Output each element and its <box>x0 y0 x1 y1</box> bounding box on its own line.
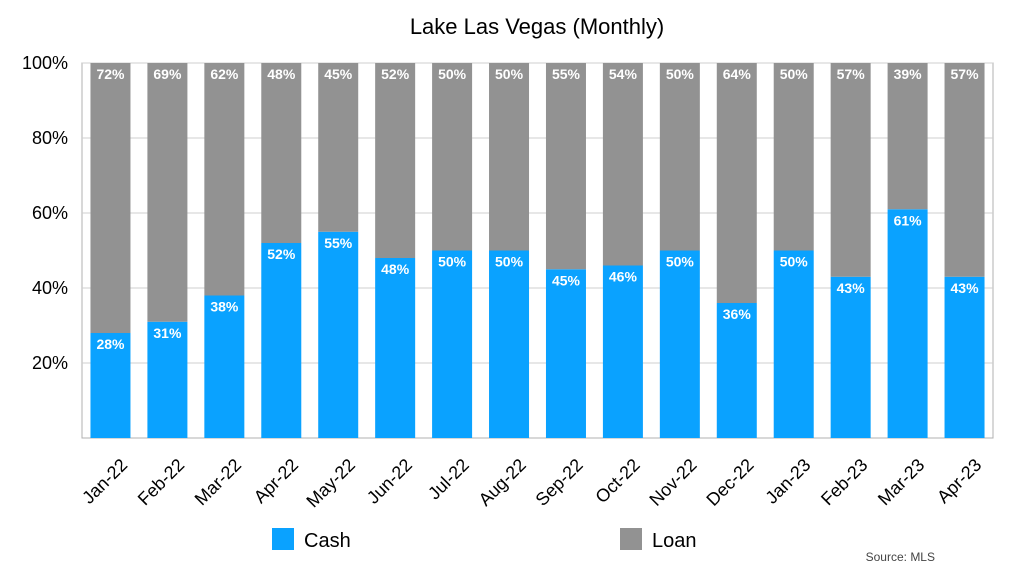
bar-value-label: 50% <box>666 254 695 270</box>
chart-title: Lake Las Vegas (Monthly) <box>410 14 664 39</box>
bar-value-label: 72% <box>96 66 125 82</box>
x-tick-label: Dec-22 <box>702 455 757 510</box>
bar-value-label: 52% <box>381 66 410 82</box>
x-tick-label: Jun-22 <box>363 455 416 508</box>
x-tick-label: Oct-22 <box>591 455 643 507</box>
x-tick-label: Apr-23 <box>933 455 985 507</box>
x-tick-label: Aug-22 <box>475 455 530 510</box>
bar-value-label: 48% <box>267 66 296 82</box>
bar-cash <box>545 269 586 438</box>
bar-cash <box>261 243 302 438</box>
bar-cash <box>830 276 871 438</box>
bar-loan <box>830 63 871 277</box>
y-tick-label: 60% <box>32 203 68 223</box>
bar-value-label: 43% <box>951 280 980 296</box>
bar-loan <box>545 63 586 270</box>
bar-value-label: 69% <box>153 66 182 82</box>
y-tick-label: 100% <box>22 53 68 73</box>
x-tick-label: Jan-23 <box>761 455 814 508</box>
bar-loan <box>318 63 359 232</box>
bar-loan <box>716 63 757 303</box>
bar-value-label: 43% <box>837 280 866 296</box>
bar-value-label: 62% <box>210 66 239 82</box>
bar-cash <box>90 333 131 438</box>
bar-loan <box>944 63 985 277</box>
y-axis: 20% 40% 60% 80% 100% <box>22 53 68 373</box>
bar-value-label: 50% <box>780 254 809 270</box>
legend-label-loan: Loan <box>652 530 697 552</box>
bar-cash <box>432 250 473 438</box>
bar-value-label: 45% <box>324 66 353 82</box>
bar-loan <box>90 63 131 333</box>
bar-value-label: 55% <box>324 235 353 251</box>
legend-swatch-loan <box>620 528 642 550</box>
x-tick-label: Mar-22 <box>191 455 245 509</box>
x-tick-label: Feb-23 <box>817 455 871 509</box>
bar-cash <box>489 250 530 438</box>
y-tick-label: 40% <box>32 278 68 298</box>
x-tick-label: Feb-22 <box>134 455 188 509</box>
legend: Cash Loan <box>272 528 697 552</box>
bar-loan <box>887 63 928 210</box>
bar-cash <box>887 209 928 438</box>
bar-loan <box>659 63 700 251</box>
bar-value-label: 57% <box>837 66 866 82</box>
bar-cash <box>375 258 416 438</box>
bar-loan <box>602 63 643 266</box>
bar-cash <box>944 276 985 438</box>
bar-loan <box>261 63 302 243</box>
bar-value-label: 31% <box>153 325 182 341</box>
bar-loan <box>375 63 416 258</box>
bar-value-label: 36% <box>723 306 752 322</box>
bars: 28% 72% 31% 69% 38% 62% 52% 48% 55% 45% 48% 52% 50% 5… <box>90 63 985 438</box>
x-tick-label: Nov-22 <box>645 455 700 510</box>
bar-loan <box>147 63 188 322</box>
bar-cash <box>602 265 643 438</box>
bar-loan <box>773 63 814 251</box>
bar-value-label: 50% <box>495 66 524 82</box>
legend-label-cash: Cash <box>304 530 351 552</box>
x-tick-label: Jul-22 <box>424 455 473 504</box>
bar-loan <box>489 63 530 251</box>
bar-value-label: 39% <box>894 66 923 82</box>
y-tick-label: 20% <box>32 353 68 373</box>
bar-loan <box>204 63 245 296</box>
x-tick-label: Jan-22 <box>78 455 131 508</box>
bar-loan <box>432 63 473 251</box>
bar-value-label: 50% <box>780 66 809 82</box>
x-tick-label: Apr-22 <box>250 455 302 507</box>
bar-value-label: 48% <box>381 261 410 277</box>
bar-cash <box>659 250 700 438</box>
x-tick-label: Sep-22 <box>532 455 587 510</box>
bar-cash <box>147 321 188 438</box>
bar-value-label: 50% <box>438 66 467 82</box>
x-tick-label: May-22 <box>302 455 359 512</box>
bar-value-label: 50% <box>438 254 467 270</box>
bar-value-label: 50% <box>495 254 524 270</box>
bar-value-label: 46% <box>609 269 638 285</box>
bar-value-label: 45% <box>552 272 581 288</box>
y-tick-label: 80% <box>32 128 68 148</box>
source-note: Source: MLS <box>866 550 935 564</box>
x-axis: Jan-22 Feb-22 Mar-22 Apr-22 May-22 Jun-22 Jul-… <box>78 455 985 512</box>
bar-value-label: 52% <box>267 246 296 262</box>
bar-cash <box>716 303 757 438</box>
bar-cash <box>773 250 814 438</box>
bar-cash <box>204 295 245 438</box>
legend-swatch-cash <box>272 528 294 550</box>
bar-value-label: 50% <box>666 66 695 82</box>
bar-value-label: 54% <box>609 66 638 82</box>
bar-value-label: 57% <box>951 66 980 82</box>
bar-value-label: 64% <box>723 66 752 82</box>
bar-cash <box>318 231 359 438</box>
bar-value-label: 55% <box>552 66 581 82</box>
bar-value-label: 61% <box>894 212 923 228</box>
bar-value-label: 28% <box>96 336 125 352</box>
bar-value-label: 38% <box>210 299 239 315</box>
x-tick-label: Mar-23 <box>874 455 928 509</box>
